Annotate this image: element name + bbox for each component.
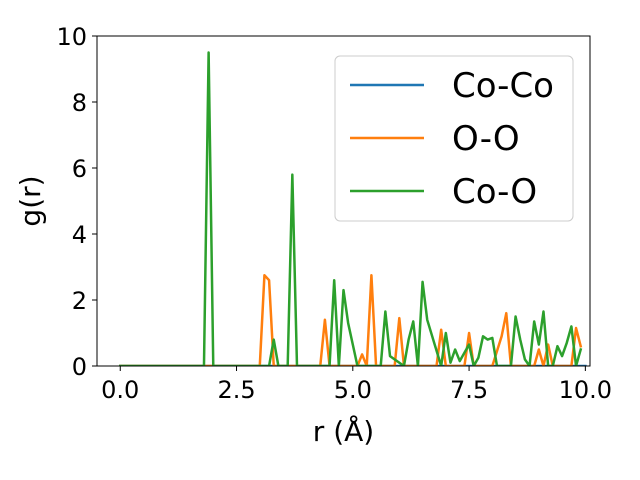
y-tick-label: 10 [56, 23, 87, 51]
x-tick-label: 10.0 [559, 376, 612, 404]
y-tick-label: 8 [72, 89, 87, 117]
x-tick-label: 5.0 [334, 376, 372, 404]
y-axis-label: g(r) [14, 175, 47, 226]
x-axis-label: r (Å) [313, 414, 374, 448]
series-line-o-o [119, 274, 583, 366]
y-tick-label: 2 [72, 287, 87, 315]
y-axis: 0 2 4 6 8 10 [56, 23, 97, 381]
legend-label-co-co: Co-Co [452, 66, 554, 106]
x-tick-label: 7.5 [450, 376, 488, 404]
x-tick-label: 2.5 [217, 376, 255, 404]
legend-label-o-o: O-O [452, 119, 520, 159]
legend: Co-Co O-O Co-O [334, 55, 574, 222]
legend-label-co-o: Co-O [452, 172, 537, 212]
series-line-co-o [119, 51, 583, 366]
y-tick-label: 6 [72, 155, 87, 183]
plot-frame [96, 35, 591, 367]
series-layer [119, 51, 587, 366]
legend-frame [334, 55, 574, 222]
y-tick-label: 4 [72, 221, 87, 249]
x-axis: 0.0 2.5 5.0 7.5 10.0 [101, 366, 612, 404]
x-tick-label: 0.0 [101, 376, 139, 404]
y-tick-label: 0 [72, 353, 87, 381]
